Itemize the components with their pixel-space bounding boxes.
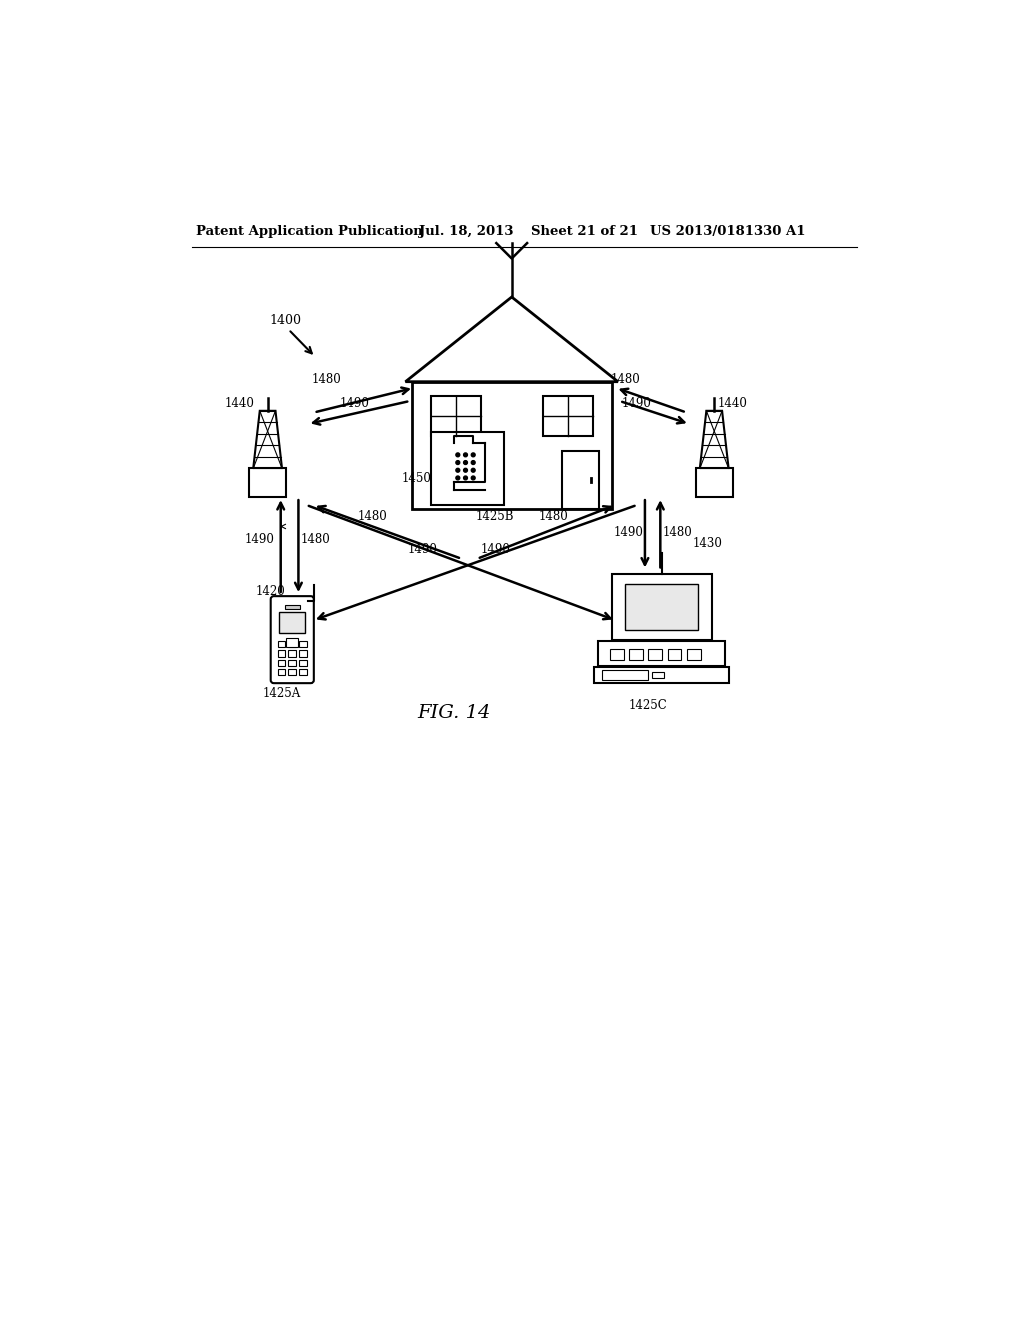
Bar (687, 649, 700, 660)
Bar (431, 396, 481, 436)
Text: Patent Application Publication: Patent Application Publication (196, 224, 423, 238)
Bar (280, 612, 305, 634)
Text: 1490: 1490 (340, 397, 370, 411)
Text: 1490: 1490 (245, 533, 274, 546)
Polygon shape (406, 297, 617, 381)
Bar (595, 668, 729, 682)
Bar (543, 396, 593, 436)
Circle shape (456, 461, 460, 465)
Circle shape (456, 477, 460, 480)
Circle shape (464, 461, 467, 465)
Bar (289, 660, 296, 665)
Circle shape (471, 461, 475, 465)
Bar (299, 660, 307, 665)
Bar (602, 671, 648, 680)
Bar (629, 649, 643, 660)
Text: FIG. 14: FIG. 14 (417, 704, 490, 722)
Circle shape (464, 453, 467, 457)
Text: 1425B: 1425B (475, 511, 514, 523)
Bar (652, 672, 664, 678)
Bar (299, 651, 307, 656)
Text: 1480: 1480 (610, 374, 640, 387)
Bar (431, 432, 504, 506)
Circle shape (464, 469, 467, 473)
Text: 1430: 1430 (692, 537, 723, 550)
Text: 1450: 1450 (401, 471, 431, 484)
Circle shape (464, 477, 467, 480)
Circle shape (456, 453, 460, 457)
Bar (278, 660, 286, 665)
Text: Jul. 18, 2013: Jul. 18, 2013 (419, 224, 514, 238)
Bar (286, 638, 298, 647)
Bar (278, 669, 286, 675)
Text: 1480: 1480 (311, 374, 341, 387)
Polygon shape (253, 411, 282, 469)
Circle shape (471, 469, 475, 473)
Text: 1490: 1490 (481, 543, 511, 556)
Bar (289, 642, 296, 647)
Bar (299, 669, 307, 675)
Text: 1440: 1440 (224, 397, 254, 411)
Text: 1490: 1490 (408, 543, 437, 556)
Text: 1490: 1490 (614, 525, 644, 539)
Text: 1480: 1480 (301, 533, 331, 546)
Bar (412, 381, 611, 508)
Text: 1480: 1480 (357, 511, 387, 523)
Text: 1480: 1480 (663, 525, 692, 539)
Text: 1425A: 1425A (263, 688, 301, 701)
Text: Sheet 21 of 21: Sheet 21 of 21 (531, 224, 638, 238)
Bar (668, 649, 682, 660)
Bar (562, 451, 599, 508)
Bar (610, 649, 624, 660)
Bar (289, 651, 296, 656)
Text: 1420: 1420 (255, 585, 285, 598)
FancyBboxPatch shape (270, 597, 313, 684)
Bar (278, 642, 286, 647)
Bar (278, 651, 286, 656)
Polygon shape (699, 411, 729, 469)
Bar (598, 642, 725, 665)
Circle shape (471, 453, 475, 457)
Bar (289, 669, 296, 675)
Bar (285, 605, 300, 609)
Text: 1480: 1480 (539, 511, 568, 523)
Text: 1425C: 1425C (629, 700, 668, 711)
Text: 1440: 1440 (717, 397, 748, 411)
Bar (648, 649, 663, 660)
Text: 1400: 1400 (269, 314, 301, 327)
Bar (611, 574, 712, 640)
Circle shape (456, 469, 460, 473)
Text: US 2013/0181330 A1: US 2013/0181330 A1 (650, 224, 806, 238)
Bar (299, 642, 307, 647)
Bar (696, 469, 732, 498)
Bar (626, 583, 698, 630)
Text: 1490: 1490 (622, 397, 651, 411)
Circle shape (471, 477, 475, 480)
Bar (249, 469, 286, 498)
